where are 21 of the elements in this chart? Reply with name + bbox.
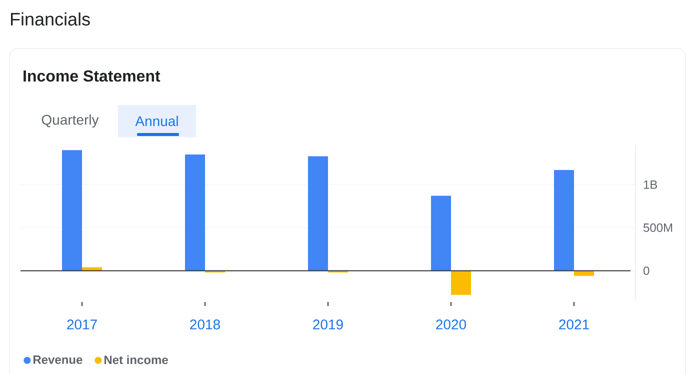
bar [554, 170, 574, 271]
bar [451, 270, 472, 295]
text: Annual [135, 116, 178, 126]
x-tick-label: 2021 [559, 320, 589, 330]
bar [62, 150, 82, 271]
y-tick-label: 500M [644, 223, 672, 232]
x-tick-label: 2019 [313, 320, 343, 330]
bar [574, 270, 594, 276]
x-tick-label: 2020 [436, 320, 466, 330]
y-tick-label: 0 [644, 266, 650, 275]
chart-subtitle: Income Statement [24, 70, 160, 82]
legend-label: Revenue [33, 356, 82, 364]
legend-label: Net income [104, 355, 168, 364]
y-tick-label: 1B [644, 180, 658, 189]
x-tick-label: 2017 [67, 320, 97, 330]
bar [185, 154, 206, 271]
bar [308, 156, 328, 271]
chart-title: Financials [11, 12, 90, 26]
x-tick-label: 2018 [190, 320, 220, 330]
bar [431, 196, 452, 271]
text: Quarterly [42, 114, 99, 128]
